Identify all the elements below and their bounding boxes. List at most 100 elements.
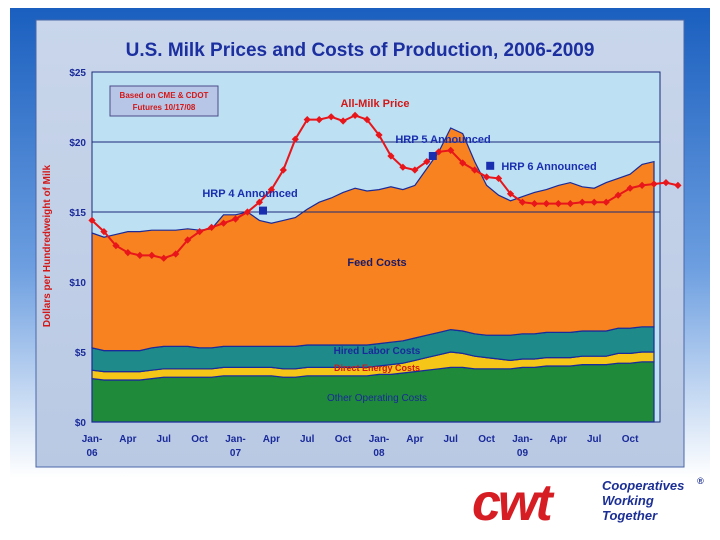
all-milk-price-point [399,163,407,171]
all-milk-price-point [160,254,168,262]
all-milk-price-point [542,200,550,208]
all-milk-price-point [590,198,598,206]
all-milk-price-point [112,242,120,250]
all-milk-price-point [411,166,419,174]
all-milk-price-point [279,166,287,174]
x-tick-label: Jul [157,434,172,445]
logo-mark: cwt [472,474,555,532]
label-other-operating-costs: Other Operating Costs [327,393,427,404]
all-milk-price-point [124,249,132,257]
y-tick-label: $0 [75,418,87,429]
note-line-2: Futures 10/17/08 [133,103,196,112]
x-tick-label: Apr [550,434,567,445]
x-tick-label: Jan- [82,434,103,445]
logo-line-2: Working [602,493,654,508]
all-milk-price-point [566,200,574,208]
all-milk-price-point [506,190,515,198]
gridlines [92,141,660,213]
x-tick-label: Jan- [512,434,533,445]
all-milk-price-point [243,208,252,216]
y-tick-label: $20 [69,138,86,149]
area-feed-costs [91,127,655,352]
label-all-milk-price: All-Milk Price [340,98,409,110]
all-milk-price-point [554,200,562,208]
all-milk-price-point [219,219,228,227]
all-milk-price-point [100,228,108,236]
logo-line-1: Cooperatives [602,478,684,493]
note-box [109,85,219,117]
x-tick-label: Jan- [225,434,246,445]
all-milk-price-point [172,250,180,258]
x-tick-label: Oct [478,434,495,445]
y-axis-label: Dollars per Hundredweight of Milk [42,164,53,327]
all-milk-price-point [255,198,264,206]
all-milk-price-point [196,228,204,236]
x-tick-label: Jul [587,434,602,445]
x-tick-label: Oct [622,434,639,445]
x-tick-year-label: 08 [373,448,385,459]
logo-line-3: Together [602,508,658,523]
all-milk-price-point [494,174,503,182]
all-milk-price-point [471,166,479,174]
label-feed-costs: Feed Costs [347,257,406,269]
all-milk-price-point [387,152,395,160]
all-milk-price-point [578,198,586,206]
x-tick-label: Oct [335,434,352,445]
all-milk-price-point [602,198,610,206]
x-tick-label: Jul [444,434,459,445]
hrp-6-marker [486,161,495,170]
x-tick-label: Apr [119,434,136,445]
y-tick-label: $5 [75,348,87,359]
all-milk-price-point [136,251,144,259]
logo-registered: ® [697,476,704,486]
all-milk-price-point [459,159,467,167]
x-axis-ticks: Jan- 06 Apr Jul Oct Jan- 07 Apr Jul Oct Jan- 08 Apr J… [82,434,639,459]
label-hrp-6: HRP 6 Announced [501,161,596,173]
x-tick-year-label: 09 [517,448,529,459]
hrp-5-marker [428,152,437,160]
all-milk-price-point [530,200,539,208]
all-milk-price-point [423,158,431,166]
all-milk-price-point [638,181,646,189]
x-tick-label: Jan- [369,434,390,445]
all-milk-price-point [435,148,443,156]
x-tick-year-label: 06 [86,448,98,459]
all-milk-price-point [662,179,670,187]
label-hired-labor-costs: Hired Labor Costs [334,346,421,357]
label-hrp-4: HRP 4 Announced [202,188,297,200]
all-milk-price-point [231,215,240,223]
all-milk-price-point [614,191,622,199]
y-axis-ticks: $0 $5 $10 $15 $20 $25 [69,68,86,429]
all-milk-price-point [626,184,634,192]
all-milk-price-point [184,236,192,244]
all-milk-price-point [351,111,359,119]
all-milk-price-point [88,216,96,224]
x-tick-label: Jul [300,434,315,445]
x-tick-label: Apr [406,434,423,445]
label-direct-energy-costs: Direct Energy Costs [334,363,420,373]
all-milk-price-point [327,113,335,121]
all-milk-price-point [518,198,527,206]
cwt-logo: cwt Cooperatives Working Together ® [472,474,704,532]
all-milk-line [88,111,682,262]
all-milk-price-point [674,181,682,189]
all-milk-price-point [315,116,323,124]
all-milk-price-point [207,223,216,231]
y-tick-label: $15 [69,208,86,219]
all-milk-price-point [148,251,156,259]
x-tick-label: Apr [263,434,280,445]
y-tick-label: $25 [69,68,86,79]
x-tick-year-label: 07 [230,448,242,459]
x-tick-label: Oct [191,434,208,445]
all-milk-price-point [339,117,347,125]
hrp-4-marker [258,206,267,215]
chart-title: U.S. Milk Prices and Costs of Production… [126,40,595,61]
all-milk-price-point [303,116,311,124]
all-milk-price-point [375,131,383,139]
all-milk-price-point [483,173,491,181]
stacked-areas [91,127,655,423]
y-tick-label: $10 [69,278,86,289]
all-milk-price-point [650,180,658,188]
